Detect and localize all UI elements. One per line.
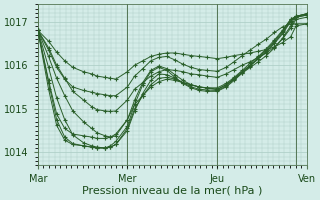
- X-axis label: Pression niveau de la mer( hPa ): Pression niveau de la mer( hPa ): [82, 186, 262, 196]
